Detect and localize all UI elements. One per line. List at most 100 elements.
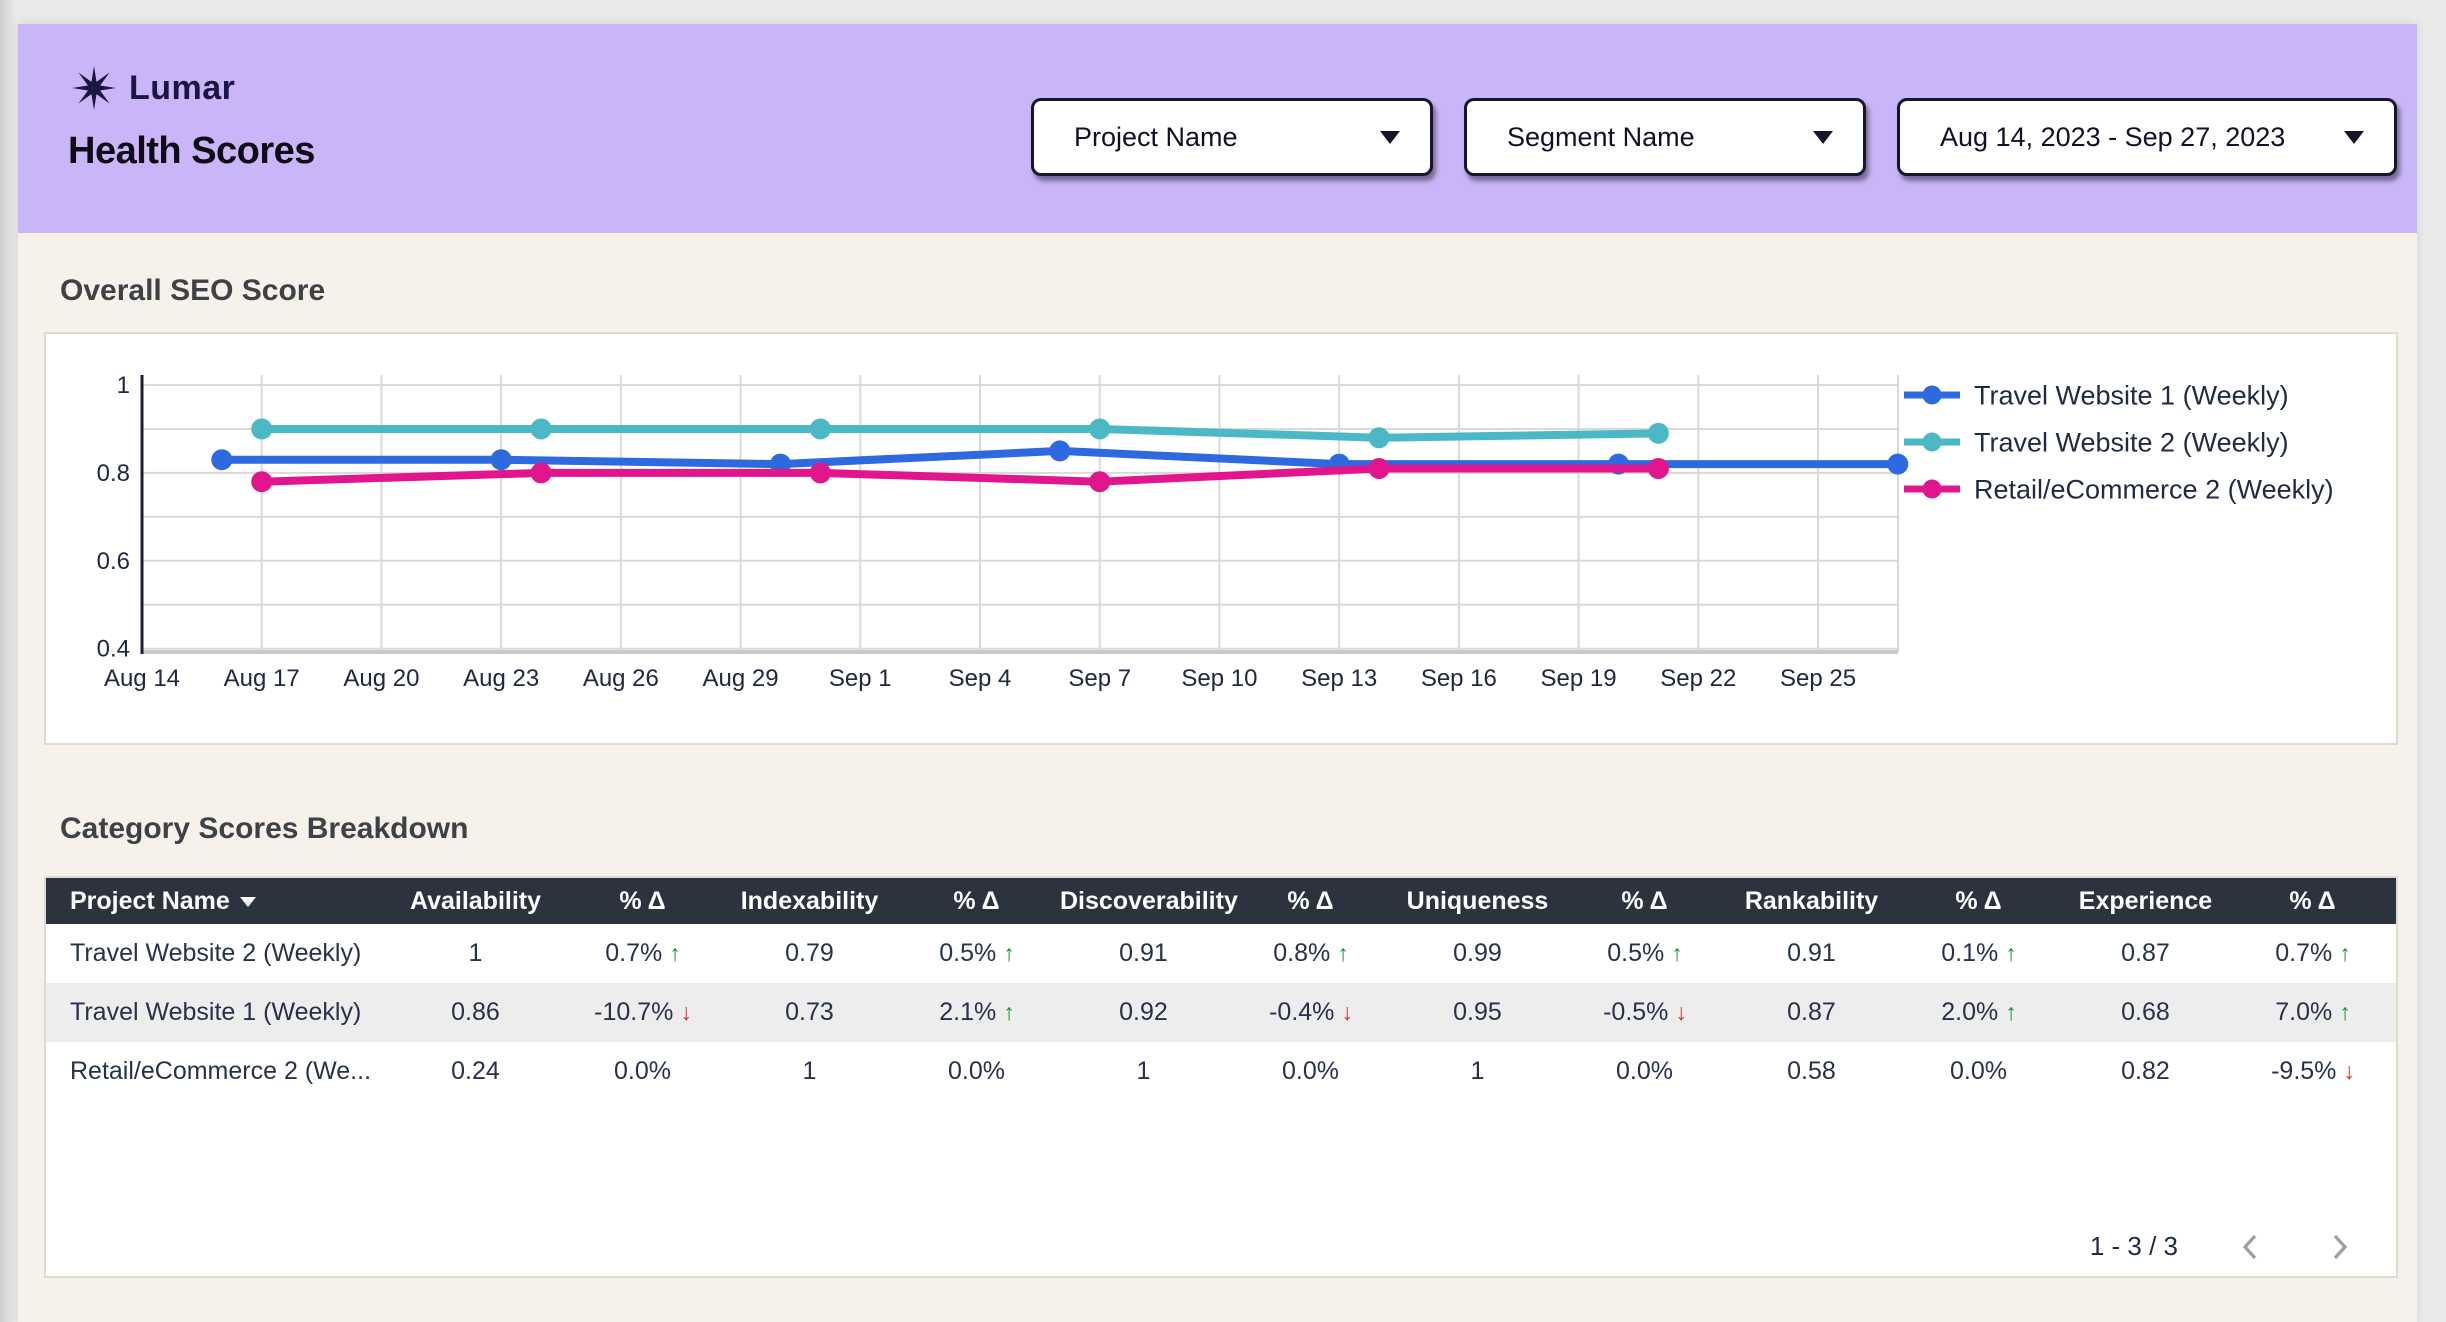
project-name-dropdown[interactable]: Project Name bbox=[1031, 98, 1433, 176]
legend-item: Travel Website 2 (Weekly) bbox=[1904, 428, 2289, 458]
y-axis-tick-label: 0.8 bbox=[97, 460, 130, 487]
x-axis-tick-label: Aug 20 bbox=[343, 665, 419, 692]
cell-value: 1 bbox=[1136, 1057, 1151, 1085]
cell-value: 1 bbox=[468, 939, 483, 967]
series-retail-ecommerce-2-weekly- bbox=[251, 458, 1669, 493]
data-point bbox=[251, 471, 273, 493]
category-scores-table: Project Name Availability % Δ Indexability%… bbox=[46, 878, 2396, 1101]
trend-up-icon: ↑ bbox=[2339, 999, 2350, 1025]
column-header-label: % Δ bbox=[619, 886, 666, 915]
x-axis-tick-label: Sep 7 bbox=[1068, 665, 1131, 692]
column-header-label: Availability bbox=[409, 886, 542, 915]
x-axis-tick-label: Sep 25 bbox=[1780, 665, 1856, 692]
score-cell: 0.91 bbox=[1728, 924, 1895, 983]
column-header[interactable]: % Δ bbox=[2229, 878, 2396, 924]
legend-dot bbox=[1922, 385, 1942, 405]
score-cell: -10.7% ↓ bbox=[559, 983, 726, 1042]
column-header[interactable]: Rankability bbox=[1728, 878, 1895, 924]
trend-up-icon: ↑ bbox=[2339, 940, 2350, 966]
seo-score-chart-card: 1 0.8 0.6 0.4 Aug 14 Aug 17 Aug 20 Aug 23 Aug 26… bbox=[44, 332, 2398, 745]
score-cell: 0.95 bbox=[1394, 983, 1561, 1042]
score-cell: 2.0% ↑ bbox=[1895, 983, 2062, 1042]
trend-up-icon: ↑ bbox=[669, 940, 680, 966]
series-travel-website-2-weekly- bbox=[251, 418, 1669, 449]
column-header[interactable]: Experience bbox=[2062, 878, 2229, 924]
brand-name: Lumar bbox=[129, 68, 236, 107]
cell-value: 0.0% bbox=[948, 1057, 1005, 1085]
page-title: Health Scores bbox=[68, 130, 315, 172]
score-cell: 0.0% bbox=[559, 1042, 726, 1101]
data-point bbox=[251, 418, 273, 440]
x-axis-tick-label: Aug 14 bbox=[104, 665, 180, 692]
chart-section-title: Overall SEO Score bbox=[60, 274, 326, 307]
score-cell: 0.58 bbox=[1728, 1042, 1895, 1101]
cell-value: 0.82 bbox=[2121, 1057, 2170, 1085]
cell-value: 1 bbox=[802, 1057, 817, 1085]
column-header[interactable]: Uniqueness bbox=[1394, 878, 1561, 924]
trend-down-icon: ↓ bbox=[1675, 999, 1686, 1025]
column-header[interactable]: % Δ bbox=[893, 878, 1060, 924]
data-point bbox=[530, 462, 552, 484]
score-cell: 0.5% ↑ bbox=[893, 924, 1060, 983]
cell-value: 0.7% bbox=[605, 939, 663, 967]
trend-down-icon: ↓ bbox=[1341, 999, 1352, 1025]
column-header[interactable]: % Δ bbox=[1895, 878, 2062, 924]
caret-down-icon bbox=[1380, 130, 1400, 144]
data-point bbox=[530, 418, 552, 440]
date-range-dropdown-label: Aug 14, 2023 - Sep 27, 2023 bbox=[1940, 121, 2286, 152]
cell-value: 7.0% bbox=[2275, 998, 2333, 1026]
score-cell: 2.1% ↑ bbox=[893, 983, 1060, 1042]
cell-value: 0.1% bbox=[1941, 939, 1999, 967]
score-cell: 0.68 bbox=[2062, 983, 2229, 1042]
lumar-logo: Lumar bbox=[72, 66, 235, 110]
cell-value: 0.0% bbox=[1616, 1057, 1673, 1085]
cell-value: -10.7% bbox=[594, 998, 674, 1026]
trend-up-icon: ↑ bbox=[2005, 940, 2016, 966]
cell-value: 0.68 bbox=[2121, 998, 2170, 1026]
project-name-cell: Travel Website 2 (Weekly) bbox=[46, 924, 392, 983]
score-cell: 0.0% bbox=[893, 1042, 1060, 1101]
legend-label: Retail/eCommerce 2 (Weekly) bbox=[1974, 475, 2334, 505]
score-cell: 0.8% ↑ bbox=[1227, 924, 1394, 983]
column-header-project-name[interactable]: Project Name bbox=[46, 878, 392, 924]
score-cell: 0.0% bbox=[1227, 1042, 1394, 1101]
score-cell: 1 bbox=[392, 924, 559, 983]
column-header[interactable]: Indexability bbox=[726, 878, 893, 924]
column-header[interactable]: % Δ bbox=[1227, 878, 1394, 924]
y-axis-tick-label: 0.4 bbox=[97, 636, 130, 663]
cell-value: 0.5% bbox=[1607, 939, 1665, 967]
previous-page-button[interactable] bbox=[2236, 1232, 2266, 1262]
score-cell: 0.5% ↑ bbox=[1561, 924, 1728, 983]
column-header[interactable]: % Δ bbox=[1561, 878, 1728, 924]
score-cell: 7.0% ↑ bbox=[2229, 983, 2396, 1042]
legend-item: Retail/eCommerce 2 (Weekly) bbox=[1904, 475, 2334, 505]
segment-name-dropdown-label: Segment Name bbox=[1507, 121, 1695, 152]
segment-name-dropdown[interactable]: Segment Name bbox=[1464, 98, 1866, 176]
cell-value: 0.87 bbox=[1787, 998, 1836, 1026]
column-header[interactable]: Availability bbox=[392, 878, 559, 924]
cell-value: -9.5% bbox=[2271, 1057, 2337, 1085]
next-page-button[interactable] bbox=[2324, 1232, 2354, 1262]
score-cell: 1 bbox=[726, 1042, 893, 1101]
y-axis-tick-label: 0.6 bbox=[97, 548, 130, 575]
score-cell: 0.87 bbox=[2062, 924, 2229, 983]
caret-down-icon bbox=[1813, 130, 1833, 144]
column-header[interactable]: Discoverability bbox=[1060, 878, 1238, 924]
data-point bbox=[809, 462, 831, 484]
column-header[interactable]: % Δ bbox=[559, 878, 726, 924]
date-range-dropdown[interactable]: Aug 14, 2023 - Sep 27, 2023 bbox=[1897, 98, 2397, 176]
cell-value: 0.91 bbox=[1787, 939, 1836, 967]
column-header-label: Discoverability bbox=[1060, 886, 1238, 915]
score-cell: 1 bbox=[1394, 1042, 1561, 1101]
score-cell: -9.5% ↓ bbox=[2229, 1042, 2396, 1101]
x-axis-tick-label: Aug 23 bbox=[463, 665, 539, 692]
table-row: Travel Website 1 (Weekly) 0.86 -10.7% ↓ 0.73… bbox=[46, 983, 2396, 1042]
table-header-row: Project Name Availability % Δ Indexability%… bbox=[46, 878, 2396, 924]
x-axis-tick-label: Sep 22 bbox=[1660, 665, 1736, 692]
data-point bbox=[1368, 458, 1390, 480]
cell-value: Retail/eCommerce 2 (We... bbox=[70, 1057, 372, 1085]
table-section-title: Category Scores Breakdown bbox=[60, 812, 469, 845]
cell-value: 1 bbox=[1470, 1057, 1485, 1085]
